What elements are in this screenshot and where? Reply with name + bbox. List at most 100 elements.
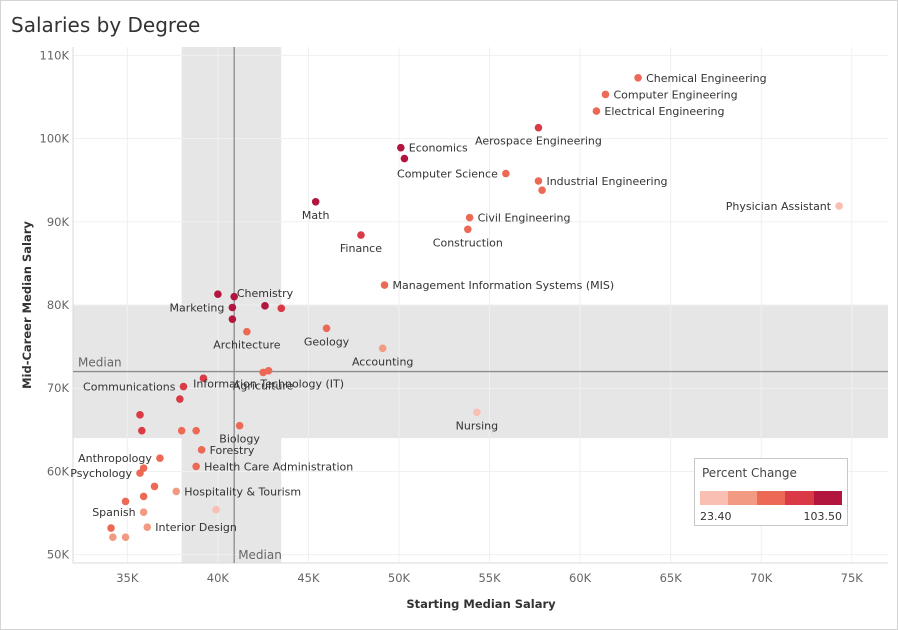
- data-point[interactable]: [400, 154, 409, 163]
- data-point[interactable]: [156, 454, 164, 462]
- gridlines: [72, 47, 888, 564]
- data-point[interactable]: [138, 426, 146, 435]
- x-tick-label: 75K: [841, 571, 864, 585]
- x-tick-label: 70K: [750, 571, 773, 585]
- point-label: Industrial Engineering: [546, 175, 667, 188]
- data-point[interactable]: [634, 73, 642, 82]
- legend-swatch: [785, 491, 814, 505]
- legend-color-ramp: [700, 491, 843, 505]
- data-point[interactable]: [179, 382, 188, 391]
- color-legend: Percent Change 23.40 103.50: [694, 458, 848, 526]
- x-tick-label: 45K: [297, 571, 320, 585]
- data-point[interactable]: [107, 524, 115, 532]
- point-label: Finance: [340, 242, 382, 255]
- point-label: Geology: [304, 335, 350, 348]
- data-point[interactable]: [235, 421, 244, 430]
- point-label: Math: [302, 209, 330, 222]
- data-point[interactable]: [228, 315, 237, 323]
- point-label: Management Information Systems (MIS): [393, 279, 615, 292]
- point-label: Computer Engineering: [613, 88, 737, 101]
- y-tick-label: 110K: [40, 48, 70, 62]
- data-point[interactable]: [228, 303, 237, 312]
- y-tick-label: 80K: [47, 298, 70, 312]
- y-median-label: Median: [78, 356, 122, 370]
- data-point[interactable]: [601, 90, 610, 99]
- legend-swatch: [756, 491, 786, 505]
- x-tick-label: 50K: [388, 571, 411, 585]
- chart-title: Salaries by Degree: [11, 13, 201, 37]
- x-tick-label: 35K: [116, 571, 139, 585]
- data-point[interactable]: [357, 231, 365, 239]
- legend-min-label: 23.40: [700, 510, 732, 523]
- data-point[interactable]: [192, 426, 200, 435]
- data-point[interactable]: [197, 446, 206, 454]
- point-label: Architecture: [213, 339, 281, 352]
- data-point[interactable]: [465, 213, 474, 222]
- data-point[interactable]: [176, 395, 184, 403]
- data-point[interactable]: [199, 374, 208, 383]
- point-label: Communications: [83, 381, 176, 394]
- data-point[interactable]: [502, 169, 510, 178]
- y-tick-label: 90K: [47, 215, 70, 229]
- y-tick-label: 50K: [47, 548, 70, 562]
- data-point[interactable]: [121, 533, 130, 541]
- point-label: Spanish: [92, 506, 135, 519]
- data-point[interactable]: [150, 482, 159, 491]
- data-point[interactable]: [177, 426, 186, 435]
- point-label: Nursing: [456, 419, 498, 432]
- data-point[interactable]: [214, 290, 222, 298]
- data-point[interactable]: [230, 292, 238, 301]
- x-tick-label: 60K: [569, 571, 592, 585]
- data-point[interactable]: [592, 107, 601, 115]
- data-point[interactable]: [380, 281, 389, 289]
- median-lines: Median Median: [73, 47, 888, 563]
- point-label: Agriculture: [233, 379, 294, 392]
- data-point[interactable]: [172, 487, 181, 496]
- y-tick-label: 70K: [47, 381, 70, 395]
- point-label: Biology: [219, 433, 260, 446]
- data-point[interactable]: [121, 497, 130, 506]
- point-label: Forestry: [210, 444, 255, 457]
- data-point[interactable]: [143, 523, 152, 532]
- data-point[interactable]: [212, 505, 220, 514]
- data-point[interactable]: [378, 344, 387, 353]
- data-point[interactable]: [538, 186, 546, 194]
- data-point[interactable]: [136, 469, 144, 477]
- data-point[interactable]: [109, 533, 117, 541]
- data-point[interactable]: [243, 327, 251, 336]
- data-point[interactable]: [464, 225, 472, 234]
- legend-swatch: [813, 491, 843, 505]
- data-point[interactable]: [192, 462, 200, 471]
- legend-max-label: 103.50: [803, 510, 843, 523]
- data-point[interactable]: [259, 368, 267, 377]
- y-axis-title: Mid-Career Median Salary: [20, 221, 34, 389]
- point-label: Marketing: [170, 301, 225, 314]
- data-point[interactable]: [473, 408, 481, 417]
- data-point[interactable]: [534, 177, 543, 185]
- data-point[interactable]: [277, 304, 286, 313]
- point-label: Electrical Engineering: [604, 105, 724, 118]
- point-label: Civil Engineering: [478, 212, 571, 225]
- data-point[interactable]: [261, 302, 269, 310]
- x-tick-label: 65K: [660, 571, 683, 585]
- data-point[interactable]: [311, 198, 320, 206]
- y-tick-label: 100K: [40, 132, 70, 146]
- data-point[interactable]: [322, 324, 331, 333]
- point-label: Chemistry: [237, 287, 294, 300]
- axis-ticks: 35K 40K 45K 50K 55K 60K 65K 70K 75K 50K 60K 70K 80K 9…: [40, 48, 864, 585]
- data-point[interactable]: [139, 508, 148, 517]
- point-labels: Chemical Engineering Computer Engineering…: [70, 72, 831, 534]
- data-point[interactable]: [136, 411, 144, 419]
- data-point[interactable]: [534, 123, 543, 132]
- point-label: Economics: [409, 142, 468, 155]
- data-point[interactable]: [397, 143, 405, 152]
- point-label: Hospitality & Tourism: [184, 485, 301, 498]
- legend-swatch: [728, 491, 757, 505]
- point-label: Construction: [433, 236, 503, 249]
- data-point[interactable]: [835, 202, 843, 210]
- data-point[interactable]: [139, 492, 148, 501]
- point-label: Information Technology (IT): [193, 378, 344, 391]
- legend-swatch: [700, 491, 729, 505]
- point-label: Computer Science: [397, 168, 498, 181]
